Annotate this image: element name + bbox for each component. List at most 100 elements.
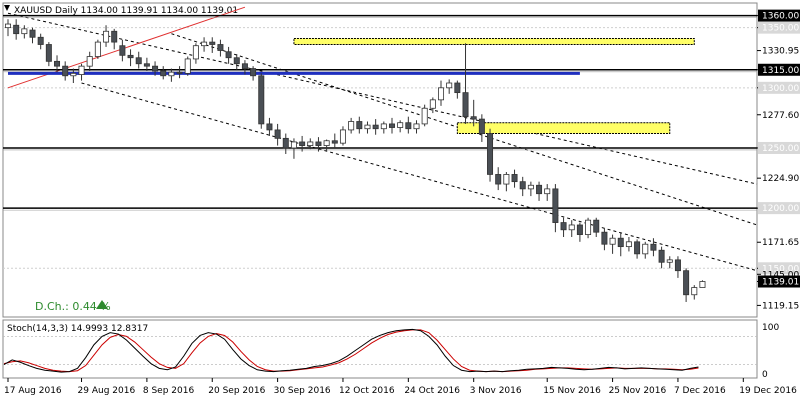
price-tag-box bbox=[758, 141, 800, 154]
bear-candle bbox=[593, 219, 600, 233]
y-tick-label: 1350.00 bbox=[762, 24, 799, 34]
bear-candle bbox=[282, 137, 289, 149]
bull-candle bbox=[184, 58, 191, 74]
stoch-main-line bbox=[3, 328, 699, 373]
bull-candle bbox=[438, 87, 445, 101]
daily-change-label: D.Ch.: 0.44 % bbox=[35, 300, 111, 313]
bear-candle bbox=[29, 29, 36, 38]
price-axis: 1360.00 1350.00 1330.95 1315.00 1300.00 1277.… bbox=[757, 9, 800, 311]
price-tag-box bbox=[758, 262, 800, 275]
bear-candle bbox=[266, 123, 273, 131]
stoch-level-label: 0 bbox=[762, 370, 768, 380]
x-tick-label: 12 Oct 2016 bbox=[339, 386, 395, 396]
x-tick-label: 17 Aug 2016 bbox=[4, 386, 62, 396]
price-tag-box bbox=[758, 9, 800, 22]
y-tick-label: 1315.00 bbox=[762, 66, 799, 76]
up-arrow-icon bbox=[96, 300, 108, 309]
bull-candle bbox=[339, 129, 346, 144]
x-tick-label: 19 Dec 2016 bbox=[739, 386, 797, 396]
bear-candle bbox=[356, 121, 363, 130]
bear-candle bbox=[119, 45, 126, 56]
bear-candle bbox=[634, 241, 641, 255]
y-tick-label: 1119.15 bbox=[762, 301, 799, 311]
price-tag-box bbox=[758, 275, 800, 288]
time-axis: 17 Aug 2016 29 Aug 2016 8 Sep 2016 20 Sep 2… bbox=[4, 378, 797, 396]
bear-candle bbox=[536, 184, 543, 195]
bear-candle bbox=[315, 141, 322, 146]
bull-candle bbox=[699, 281, 706, 288]
y-tick-label: 1360.00 bbox=[762, 12, 799, 22]
bull-candle bbox=[323, 140, 330, 146]
channel-upper-line bbox=[7, 12, 758, 185]
bear-candle bbox=[299, 141, 306, 146]
bull-candle bbox=[70, 72, 77, 77]
stoch-layer: 100 0 bbox=[3, 323, 779, 380]
bull-candle bbox=[397, 122, 404, 128]
bear-candle bbox=[650, 243, 657, 251]
bear-candle bbox=[217, 44, 224, 51]
bull-candle bbox=[503, 174, 510, 185]
bear-candle bbox=[372, 124, 379, 130]
bull-candle bbox=[94, 41, 101, 57]
x-tick-label: 24 Oct 2016 bbox=[404, 386, 460, 396]
bull-candle bbox=[380, 123, 387, 130]
price-pane-frame bbox=[2, 2, 758, 318]
bull-candle bbox=[168, 71, 175, 77]
price-tag-box bbox=[758, 21, 800, 34]
bear-candle bbox=[478, 118, 485, 134]
bull-candle bbox=[429, 99, 436, 109]
bear-candle bbox=[601, 231, 608, 245]
y-tick-label: 1224.90 bbox=[762, 174, 799, 184]
bull-candle bbox=[527, 184, 534, 190]
bear-candle bbox=[233, 57, 240, 65]
bear-candle bbox=[258, 75, 265, 125]
x-tick-label: 20 Sep 2016 bbox=[208, 386, 265, 396]
bull-candle bbox=[290, 141, 297, 149]
bear-candle bbox=[495, 174, 502, 185]
bear-candle bbox=[405, 122, 412, 130]
bull-candle bbox=[609, 237, 616, 245]
bear-candle bbox=[519, 181, 526, 190]
bear-candle bbox=[560, 222, 567, 231]
x-tick-label: 15 Nov 2016 bbox=[543, 386, 601, 396]
bear-candle bbox=[388, 123, 395, 128]
bear-candle bbox=[37, 36, 44, 45]
bear-candle bbox=[152, 65, 159, 72]
bear-candle bbox=[54, 60, 61, 67]
stoch-level-label: 100 bbox=[762, 323, 779, 333]
bull-candle bbox=[666, 259, 673, 263]
bull-candle bbox=[103, 30, 110, 43]
bear-candle bbox=[617, 237, 624, 248]
x-tick-label: 7 Dec 2016 bbox=[674, 386, 726, 396]
yellow-zone-upper bbox=[293, 37, 695, 45]
bull-candle bbox=[364, 124, 371, 130]
bear-candle bbox=[160, 70, 167, 77]
yellow-zone-lower bbox=[456, 122, 671, 135]
bear-candle bbox=[511, 174, 518, 183]
bear-candle bbox=[111, 30, 118, 43]
bear-candle bbox=[658, 249, 665, 263]
y-tick-label: 1150.00 bbox=[762, 264, 799, 274]
candles-layer bbox=[5, 19, 706, 302]
bull-candle bbox=[625, 241, 632, 248]
channel-lower-line bbox=[81, 82, 758, 272]
bull-candle bbox=[5, 23, 11, 29]
overlay-layer bbox=[3, 6, 758, 272]
bear-candle bbox=[576, 224, 583, 235]
bear-candle bbox=[250, 68, 257, 77]
bull-candle bbox=[307, 141, 314, 146]
y-tick-label: 1171.65 bbox=[762, 238, 799, 248]
bull-candle bbox=[201, 41, 208, 47]
bear-candle bbox=[454, 82, 461, 94]
bear-candle bbox=[127, 54, 134, 59]
bear-candle bbox=[225, 51, 232, 59]
x-tick-label: 30 Sep 2016 bbox=[274, 386, 331, 396]
chart-header: XAUUSD Daily 1134.00 1139.91 1134.00 113… bbox=[14, 6, 238, 16]
bull-candle bbox=[413, 123, 420, 130]
bull-candle bbox=[21, 28, 28, 35]
bull-candle bbox=[348, 121, 355, 131]
bull-candle bbox=[691, 287, 698, 296]
bull-candle bbox=[585, 219, 592, 235]
